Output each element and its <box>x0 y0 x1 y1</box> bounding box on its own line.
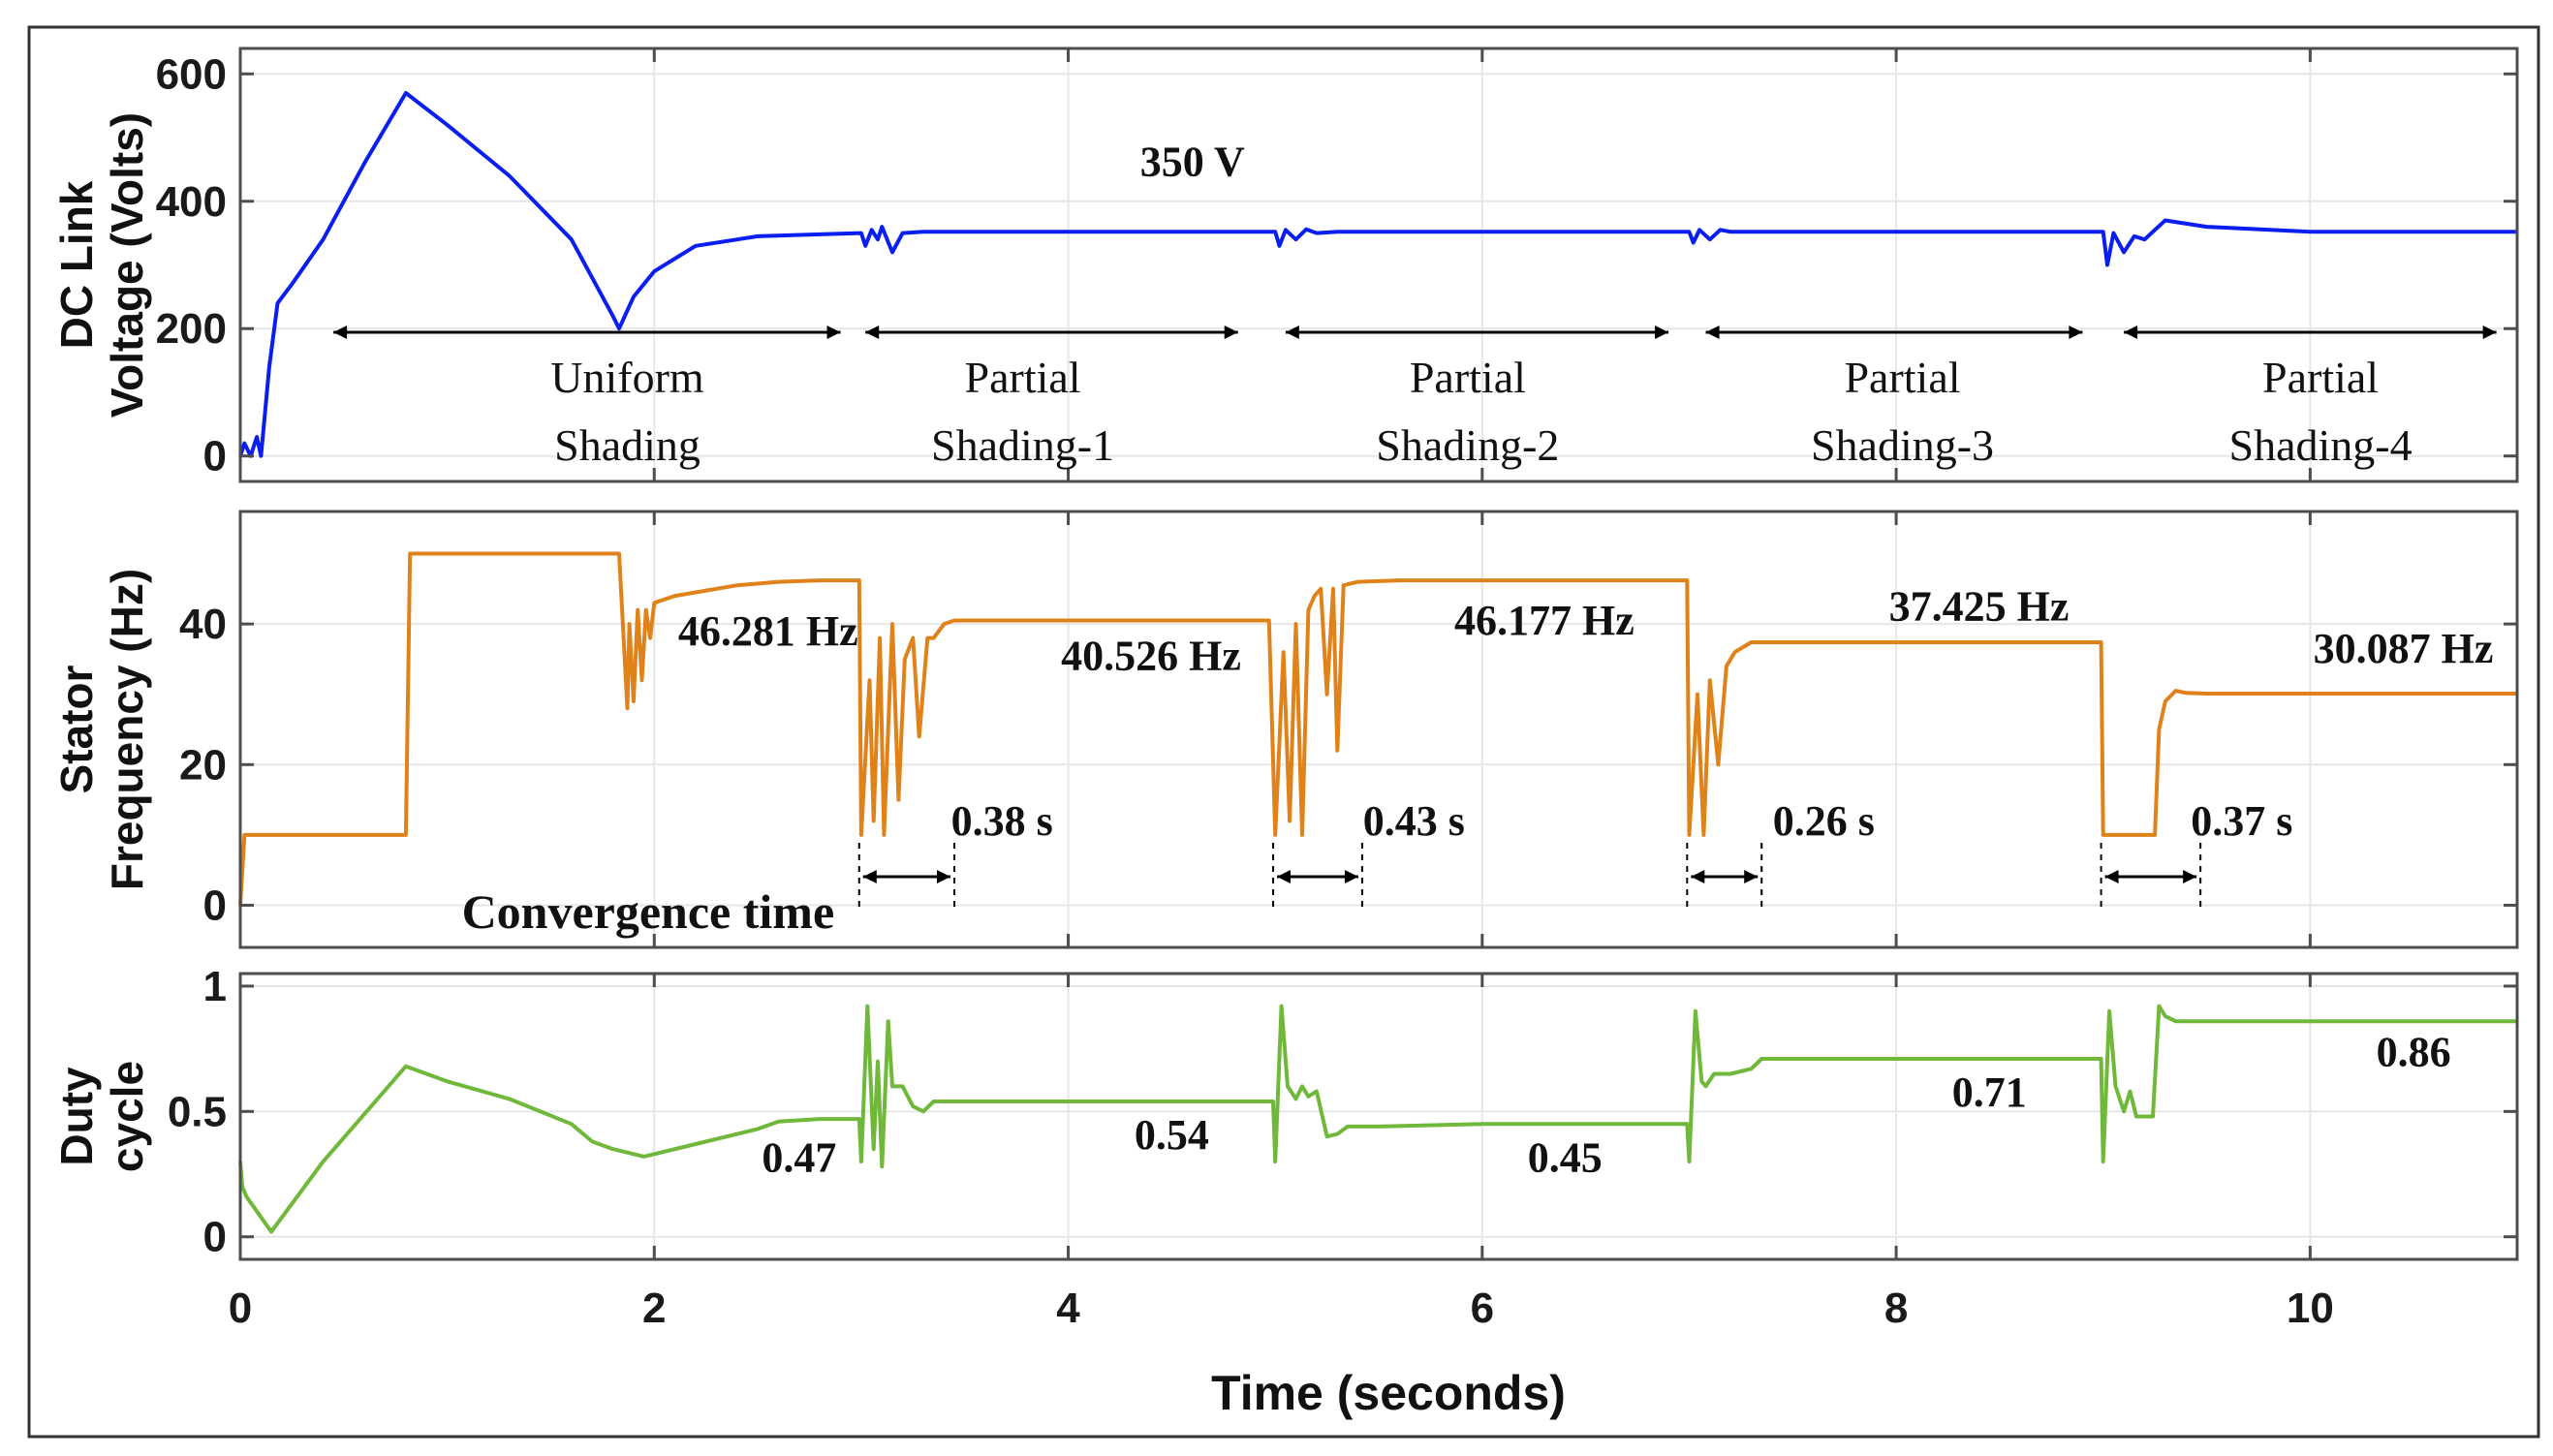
x-tick-label: 4 <box>1056 1285 1080 1332</box>
axes-layer <box>238 46 2519 1261</box>
duty-value-label-1: 0.54 <box>1135 1111 1209 1159</box>
stator-frequency-ytick-label: 20 <box>179 741 227 789</box>
frequency-value-label-4: 30.087 Hz <box>2314 625 2494 672</box>
shading-label-1: Shading-1 <box>931 420 1114 470</box>
duty-cycle-ylabel: Duty <box>51 1067 102 1166</box>
dc-voltage-label: 350 V <box>1140 138 1245 185</box>
duty-value-label-2: 0.45 <box>1528 1133 1603 1181</box>
shading-span-0-head-right <box>826 325 841 339</box>
convergence-time-label-6: 0.43 s <box>1363 797 1465 845</box>
dc-link-ylabel: Voltage (Volts) <box>102 112 152 418</box>
x-tick-label: 10 <box>2287 1285 2334 1332</box>
convergence-time-label-5: 0.38 s <box>951 797 1053 845</box>
shading-span-2-head-right <box>1655 325 1669 339</box>
frequency-value-label-3: 37.425 Hz <box>1889 583 2070 631</box>
convergence-time-label-7: 0.26 s <box>1773 797 1875 845</box>
dc-link-series-line <box>238 91 2517 458</box>
x-tick-label: 6 <box>1471 1285 1494 1332</box>
duty-value-label-0: 0.47 <box>762 1133 836 1181</box>
duty-cycle-ylabel: cycle <box>102 1061 152 1172</box>
dc-link-axis-frame <box>238 46 2519 483</box>
shading-span-1-head-left <box>865 325 880 339</box>
shading-label-2: Shading-2 <box>1376 420 1559 470</box>
x-axis-label: Time (seconds) <box>1211 1366 1566 1420</box>
convergence-span-5-head-right <box>937 870 951 883</box>
convergence-time-label-8: 0.37 s <box>2191 797 2292 845</box>
duty-value-label-3: 0.71 <box>1952 1069 2027 1116</box>
convergence-span-7-head-right <box>1744 870 1759 883</box>
duty-cycle-series-line <box>238 1004 2517 1234</box>
x-tick-label: 0 <box>229 1285 252 1332</box>
shading-span-1-head-right <box>1224 325 1238 339</box>
shading-label-4: Shading-4 <box>2228 420 2412 470</box>
shading-label-0: Shading <box>554 420 701 470</box>
convergence-span-8-head-left <box>2104 870 2119 883</box>
convergence-span-5-head-left <box>862 870 877 883</box>
shading-label-1: Partial <box>965 353 1081 402</box>
shading-span-0-head-left <box>333 325 348 339</box>
convergence-span-8-head-right <box>2183 870 2197 883</box>
duty-cycle-axis-frame <box>238 972 2519 1261</box>
stator-frequency-ylabel: Stator <box>51 665 102 793</box>
annotation-layer: 350 V Uniform Shading Partial Shading-1 Parti… <box>333 138 2497 1181</box>
series-layer <box>238 91 2517 1234</box>
stator-frequency-ytick-label: 40 <box>179 601 227 648</box>
shading-label-2: Partial <box>1410 353 1526 402</box>
duty-cycle-ytick-label: 0.5 <box>168 1088 227 1135</box>
grid-layer <box>240 48 2517 1259</box>
dc-link-ytick-label: 400 <box>156 178 227 226</box>
shading-label-4: Partial <box>2262 353 2379 402</box>
duty-cycle-ytick-label: 1 <box>203 963 227 1010</box>
convergence-span-6-head-right <box>1344 870 1358 883</box>
stator-frequency-axis-frame <box>238 510 2519 949</box>
dc-link-ytick-label: 0 <box>203 433 227 480</box>
shading-label-3: Shading-3 <box>1811 420 1994 470</box>
frequency-value-label-2: 46.177 Hz <box>1454 597 1635 644</box>
convergence-span-7-head-left <box>1691 870 1705 883</box>
shading-label-3: Partial <box>1844 353 1960 402</box>
frequency-value-label-1: 40.526 Hz <box>1061 632 1241 679</box>
stator-frequency-ylabel: Frequency (Hz) <box>102 569 152 890</box>
dc-link-ylabel: DC Link <box>51 180 102 349</box>
shading-label-0: Uniform <box>550 353 704 402</box>
shading-span-4-head-right <box>2482 325 2497 339</box>
shading-span-4-head-left <box>2124 325 2138 339</box>
dc-link-ytick-label: 200 <box>156 305 227 353</box>
shading-span-2-head-left <box>1285 325 1299 339</box>
shading-span-3-head-left <box>1705 325 1720 339</box>
frequency-value-label-0: 46.281 Hz <box>678 607 858 655</box>
outer-border <box>27 25 2540 1439</box>
x-tick-label: 8 <box>1884 1285 1908 1332</box>
stator-frequency-series-line <box>238 551 2517 906</box>
convergence-span-6-head-left <box>1277 870 1292 883</box>
x-tick-label: 2 <box>642 1285 666 1332</box>
stator-frequency-ytick-label: 0 <box>203 882 227 929</box>
duty-cycle-ytick-label: 0 <box>203 1214 227 1261</box>
convergence-time-caption: Convergence time <box>462 884 835 939</box>
dc-link-ytick-label: 600 <box>156 50 227 98</box>
duty-value-label-4: 0.86 <box>2377 1029 2451 1076</box>
shading-span-3-head-right <box>2069 325 2083 339</box>
